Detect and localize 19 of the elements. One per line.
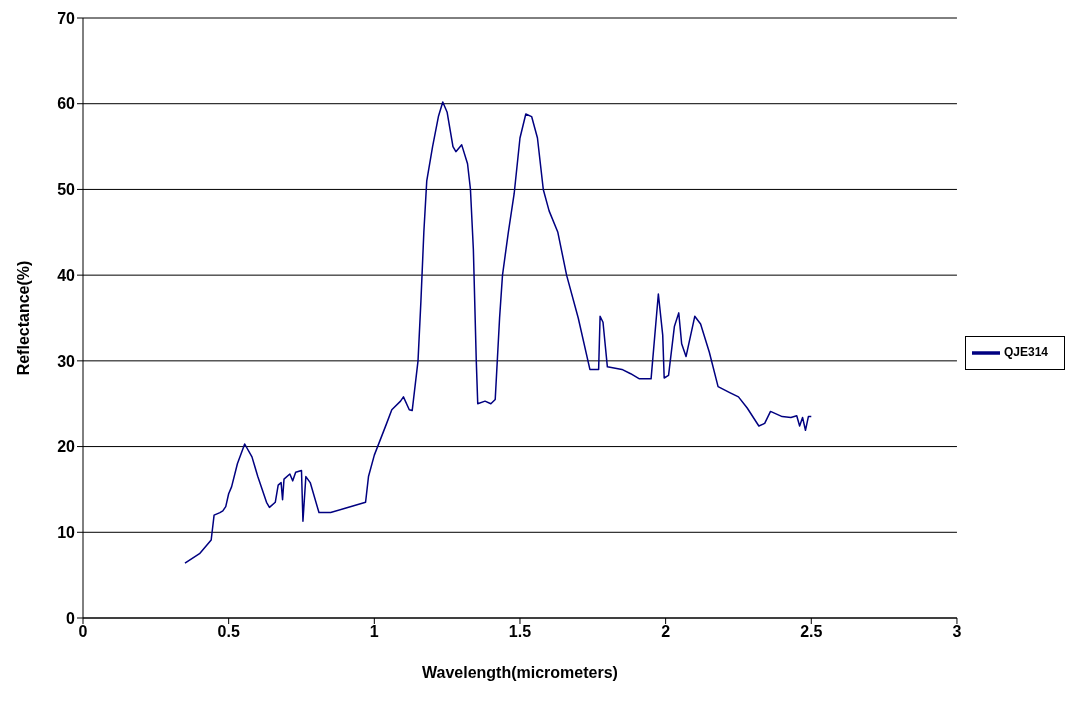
x-axis-title: Wavelength(micrometers) xyxy=(422,664,618,681)
x-tick-label: 1 xyxy=(369,623,379,641)
line-series xyxy=(184,101,813,564)
y-tick-label: 50 xyxy=(57,181,76,199)
x-tick-label: 1.5 xyxy=(508,623,532,641)
y-axis-title: Reflectance(%) xyxy=(14,260,32,376)
y-tick-label: 60 xyxy=(57,95,76,113)
legend-label: QJE314 xyxy=(1003,345,1048,360)
x-tick-label: 2 xyxy=(661,623,671,641)
x-tick-label: 3 xyxy=(952,623,962,641)
y-tick-label: 10 xyxy=(57,523,76,541)
x-tick-label: 0.5 xyxy=(217,623,240,641)
y-tick-label: 70 xyxy=(57,9,76,27)
y-tick-label: 0 xyxy=(66,609,76,627)
y-tick-label: 20 xyxy=(57,438,76,456)
x-tick-label: 0 xyxy=(78,623,88,641)
y-tick-label: 30 xyxy=(57,352,76,370)
x-tick-label: 2.5 xyxy=(800,623,823,641)
y-tick-label: 40 xyxy=(57,266,76,284)
